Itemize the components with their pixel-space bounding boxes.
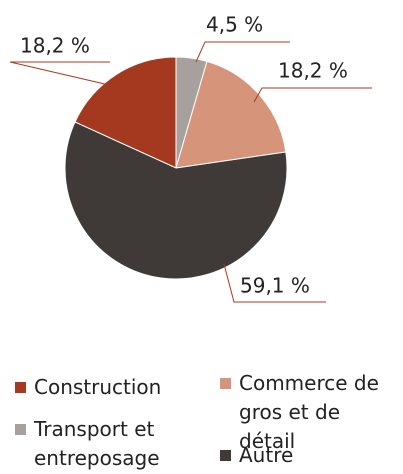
- leader-line: [253, 87, 372, 103]
- legend-item: Construction: [15, 373, 175, 402]
- pie-slice: [74, 56, 177, 169]
- legend-label: Transport et entreposage: [34, 417, 160, 470]
- leader-line: [9, 61, 123, 89]
- legend-swatch: [220, 378, 231, 389]
- leader-line: [223, 263, 326, 303]
- legend-label: Autre: [239, 443, 294, 467]
- pie-slice: [64, 121, 288, 280]
- leader-line: [195, 41, 290, 63]
- legend-item: Commerce de gros et de détail: [220, 369, 400, 456]
- pie-area: 18,2 % 4,5 % 18,2 % 59,1 %: [9, 13, 372, 303]
- legend-item: Transport et entreposage: [15, 415, 175, 473]
- data-label: 18,2 %: [20, 34, 90, 58]
- data-label: 59,1 %: [240, 274, 310, 298]
- legend-swatch: [15, 424, 26, 435]
- legend-swatch: [220, 450, 231, 461]
- data-label: 4,5 %: [206, 13, 263, 37]
- legend-item: Autre: [220, 441, 400, 470]
- pie-slice: [175, 60, 287, 169]
- data-label: 18,2 %: [278, 59, 348, 83]
- legend-swatch: [15, 382, 26, 393]
- legend-label: Construction: [34, 375, 162, 399]
- legend-label: Commerce de gros et de détail: [239, 371, 379, 453]
